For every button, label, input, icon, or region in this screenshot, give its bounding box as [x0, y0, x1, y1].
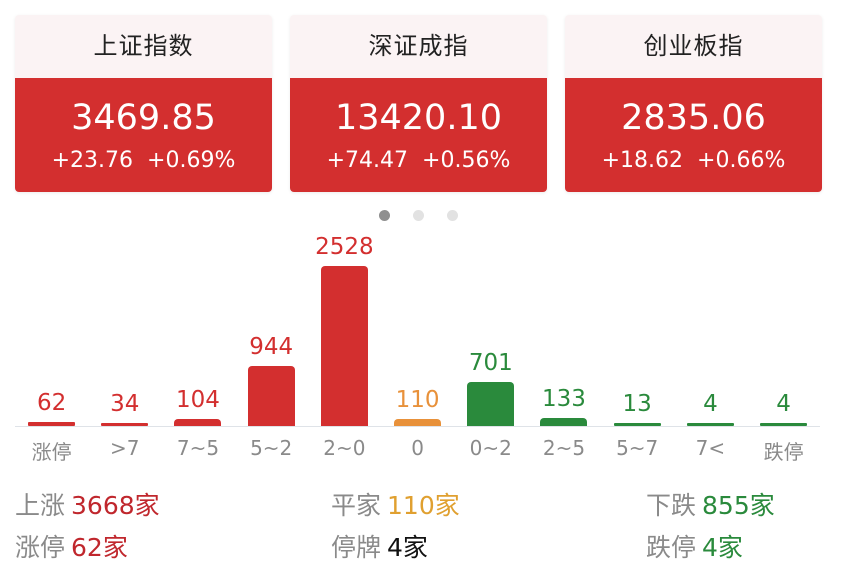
index-name: 上证指数: [15, 15, 272, 78]
chart-bar: [320, 266, 368, 426]
chart-bar: [540, 418, 588, 426]
chart-column: 34 >7: [88, 230, 161, 470]
index-card-shanghai[interactable]: 上证指数 3469.85 +23.76 +0.69%: [15, 15, 272, 192]
index-change: +18.62: [601, 148, 684, 173]
page-dot-1[interactable]: [379, 210, 390, 221]
stat-flat-value: 110家: [387, 491, 460, 520]
index-value: 3469.85: [71, 98, 216, 138]
chart-column: 4 跌停: [747, 230, 820, 470]
index-name: 创业板指: [565, 15, 822, 78]
stat-suspended-value: 4家: [387, 533, 428, 562]
index-card-chinext[interactable]: 创业板指 2835.06 +18.62 +0.66%: [565, 15, 822, 192]
bar-value-label: 4: [776, 391, 791, 417]
stat-suspended: 停牌 4家: [331, 533, 428, 562]
bar-value-label: 944: [249, 334, 294, 360]
bar-value-label: 104: [176, 387, 220, 413]
index-change-pct: +0.69%: [147, 148, 236, 173]
chart-column: 110 0: [381, 230, 454, 470]
chart-bar: [101, 423, 149, 426]
bar-value-label: 34: [110, 391, 140, 417]
chart-bar: [467, 382, 515, 426]
index-value: 2835.06: [621, 98, 766, 138]
category-label: 2~5: [542, 436, 586, 460]
chart-column: 62 涨停: [15, 230, 88, 470]
bar-value-label: 13: [622, 391, 652, 417]
chart-column: 133 2~5: [527, 230, 600, 470]
chart-bar: [394, 419, 441, 426]
chart-column: 944 5~2: [235, 230, 308, 470]
chart-bar: [247, 366, 295, 426]
category-label: 2~0: [323, 436, 366, 460]
index-change-pct: +0.56%: [422, 148, 511, 173]
bar-value-label: 133: [542, 386, 586, 412]
chart-baseline: [15, 426, 820, 427]
chart-bar: [28, 422, 75, 426]
category-label: 0: [411, 436, 424, 460]
stat-limit-up: 涨停 62家: [15, 533, 128, 562]
carousel-pagination: [379, 210, 458, 221]
rise-fall-distribution-chart: 62 涨停 34 >7 104 7~5 944 5~2 2528 2~0 110 0 701 0~2 133…: [15, 230, 820, 470]
bar-value-label: 110: [395, 387, 440, 413]
chart-bar: [686, 423, 734, 426]
chart-column: 701 0~2: [454, 230, 527, 470]
chart-column: 2528 2~0: [308, 230, 381, 470]
chart-bar: [174, 419, 222, 426]
stat-flat: 平家 110家: [331, 491, 460, 520]
category-label: >7: [110, 436, 140, 460]
category-label: 跌停: [763, 440, 804, 464]
stat-limit-down: 跌停 4家: [646, 533, 743, 562]
stat-down: 下跌 855家: [646, 491, 775, 520]
category-label: 7~5: [176, 436, 220, 460]
category-label: 涨停: [31, 440, 72, 464]
category-label: 7<: [695, 436, 726, 460]
page-dot-3[interactable]: [447, 210, 458, 221]
chart-bar: [613, 423, 661, 426]
category-label: 0~2: [469, 436, 512, 460]
stat-up: 上涨 3668家: [15, 491, 160, 520]
stat-up-value: 3668家: [71, 491, 160, 520]
chart-column: 4 7<: [674, 230, 747, 470]
index-card-shenzhen[interactable]: 深证成指 13420.10 +74.47 +0.56%: [290, 15, 547, 192]
index-change: +74.47: [326, 148, 409, 173]
bar-value-label: 701: [468, 350, 513, 376]
category-label: 5~7: [616, 436, 659, 460]
index-value: 13420.10: [334, 98, 502, 138]
chart-column: 104 7~5: [161, 230, 234, 470]
bar-value-label: 4: [703, 391, 718, 417]
stat-limit-down-value: 4家: [702, 533, 743, 562]
stat-limit-up-value: 62家: [71, 533, 128, 562]
category-label: 5~2: [250, 436, 293, 460]
chart-bar: [760, 423, 807, 426]
bar-value-label: 2528: [315, 234, 374, 260]
chart-column: 13 5~7: [601, 230, 674, 470]
index-change-pct: +0.66%: [697, 148, 786, 173]
page-dot-2[interactable]: [413, 210, 424, 221]
stat-down-value: 855家: [702, 491, 775, 520]
index-change: +23.76: [51, 148, 134, 173]
bar-value-label: 62: [36, 390, 67, 416]
index-name: 深证成指: [290, 15, 547, 78]
